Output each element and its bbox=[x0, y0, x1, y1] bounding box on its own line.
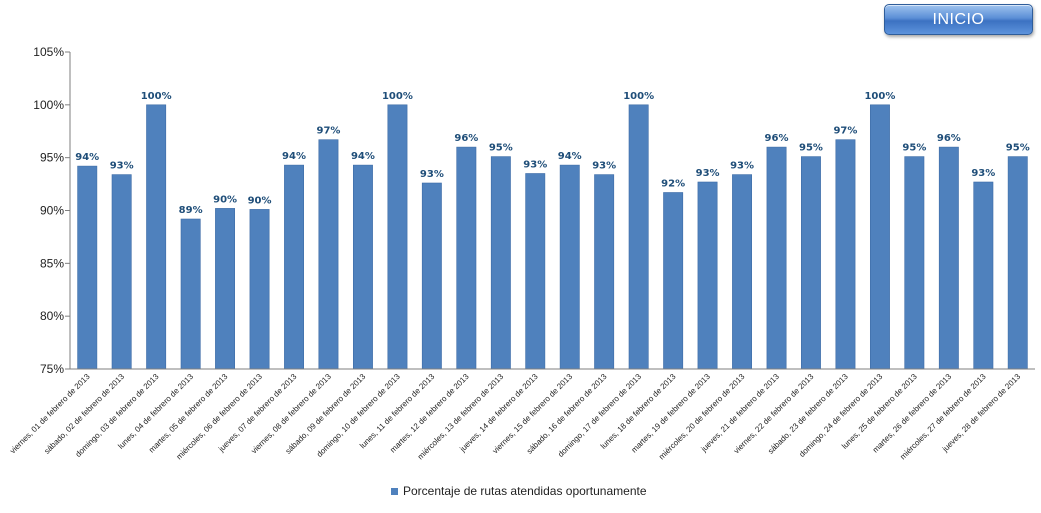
data-label: 95% bbox=[799, 143, 823, 154]
data-label: 90% bbox=[213, 194, 237, 205]
data-label: 100% bbox=[623, 91, 654, 102]
y-tick-label: 95% bbox=[40, 151, 64, 165]
bar bbox=[387, 104, 408, 370]
data-label: 95% bbox=[1006, 143, 1030, 154]
bar bbox=[525, 173, 546, 370]
bar bbox=[835, 139, 856, 370]
bar bbox=[249, 209, 270, 370]
bar bbox=[456, 146, 477, 370]
data-label: 96% bbox=[937, 133, 961, 144]
bar bbox=[973, 181, 994, 370]
data-label: 95% bbox=[489, 143, 513, 154]
data-label: 97% bbox=[317, 126, 341, 137]
legend-label: Porcentaje de rutas atendidas oportuname… bbox=[403, 484, 647, 498]
data-label: 94% bbox=[282, 151, 306, 162]
bar bbox=[284, 164, 304, 370]
bar bbox=[180, 218, 201, 370]
bar bbox=[766, 146, 787, 370]
data-label: 94% bbox=[558, 151, 582, 162]
data-label: 93% bbox=[420, 169, 444, 180]
data-label: 96% bbox=[765, 133, 789, 144]
bar bbox=[800, 156, 821, 370]
bar bbox=[904, 156, 925, 370]
bar bbox=[77, 165, 98, 370]
bar bbox=[215, 208, 235, 370]
data-label: 94% bbox=[351, 151, 375, 162]
y-tick-label: 100% bbox=[33, 98, 64, 112]
data-label: 94% bbox=[75, 152, 99, 163]
bar bbox=[938, 146, 959, 370]
data-label: 90% bbox=[248, 195, 272, 206]
bar bbox=[594, 174, 615, 370]
bar bbox=[352, 164, 373, 370]
data-label: 93% bbox=[592, 161, 616, 172]
data-label: 100% bbox=[141, 91, 172, 102]
y-tick-label: 105% bbox=[33, 45, 64, 59]
data-label: 92% bbox=[661, 179, 685, 190]
bars bbox=[77, 104, 1028, 370]
chart-legend: Porcentaje de rutas atendidas oportuname… bbox=[391, 484, 647, 498]
data-label: 93% bbox=[523, 160, 547, 171]
data-label: 100% bbox=[864, 91, 895, 102]
inicio-button[interactable]: INICIO bbox=[884, 4, 1033, 35]
data-label: 93% bbox=[110, 161, 134, 172]
data-label: 97% bbox=[833, 126, 857, 137]
bar bbox=[111, 174, 132, 370]
y-tick-label: 75% bbox=[40, 362, 64, 376]
data-label: 93% bbox=[696, 168, 720, 179]
data-label: 93% bbox=[971, 168, 995, 179]
bar bbox=[318, 139, 339, 370]
data-label: 93% bbox=[730, 161, 754, 172]
bar bbox=[490, 156, 511, 370]
bar bbox=[146, 104, 167, 370]
data-label: 96% bbox=[454, 133, 478, 144]
y-tick-label: 90% bbox=[40, 204, 64, 218]
data-label: 95% bbox=[902, 143, 926, 154]
y-tick-label: 85% bbox=[40, 256, 64, 270]
y-axis: 75% 80% 85% 90% 95% 100% 105% bbox=[33, 45, 71, 376]
y-tick-label: 80% bbox=[40, 309, 64, 323]
legend-swatch bbox=[391, 487, 398, 495]
bar bbox=[697, 181, 718, 370]
bar bbox=[663, 192, 684, 370]
bar bbox=[1007, 156, 1028, 370]
bar bbox=[559, 164, 580, 370]
data-label: 89% bbox=[179, 205, 203, 216]
data-label: 100% bbox=[382, 91, 413, 102]
bar bbox=[628, 104, 649, 370]
bar bbox=[421, 182, 442, 370]
bar bbox=[869, 104, 890, 370]
data-labels: 94% 93% 100% 89% 90% 90% 94% 97% 94% 100% 93% 96% 95… bbox=[75, 91, 1029, 216]
bar bbox=[732, 174, 753, 370]
